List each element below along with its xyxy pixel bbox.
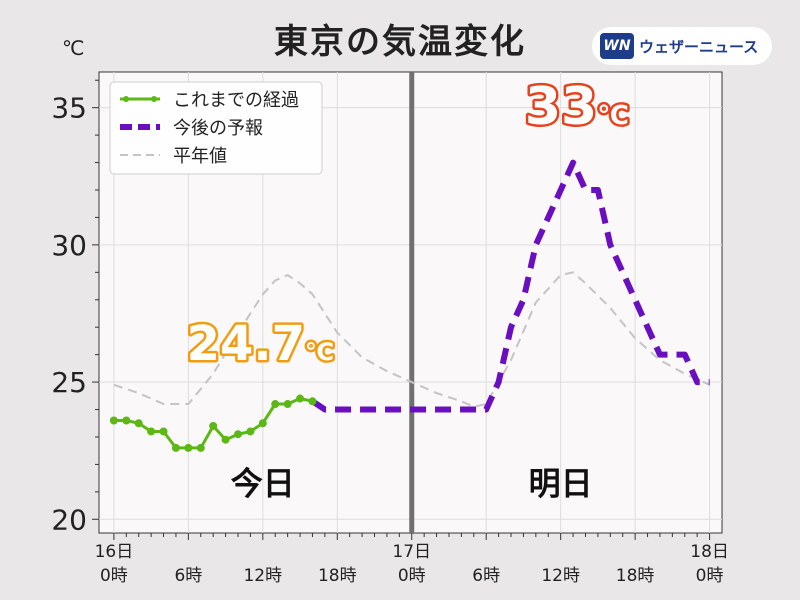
data-point-observed <box>308 397 317 406</box>
x-tick-label-hour: 12時 <box>541 566 580 586</box>
x-tick-label-date: 16日 <box>95 542 134 562</box>
x-tick-label-hour: 6時 <box>472 566 500 586</box>
weathernews-logo-mark: WN <box>600 33 634 59</box>
data-point-observed <box>134 419 143 428</box>
data-point-observed <box>122 416 131 425</box>
data-point-observed <box>283 400 292 409</box>
data-point-observed <box>184 443 193 452</box>
max-temperature-label: 33℃ <box>522 75 631 140</box>
data-point-observed <box>109 416 118 425</box>
x-tick-label-hour: 18時 <box>616 566 655 586</box>
data-point-observed <box>296 394 305 403</box>
series-line-dashed-thin <box>113 271 711 408</box>
day-label: 今日 <box>231 465 295 503</box>
data-point-observed <box>196 443 205 452</box>
x-tick-label-hour: 6時 <box>174 566 202 586</box>
annotation-number: 24.7 <box>187 316 305 372</box>
y-tick-label: 35 <box>51 92 87 125</box>
legend-label: これまでの経過 <box>173 90 299 111</box>
x-tick-label-date: 17日 <box>392 542 431 562</box>
annotation-text: 24.7℃ <box>187 316 335 372</box>
weathernews-logo: WN ウェザーニュース <box>592 27 772 65</box>
annotation-unit: ℃ <box>597 101 628 131</box>
weathernews-logo-text: ウェザーニュース <box>639 37 759 56</box>
x-tick-label-hour: 0時 <box>696 566 724 586</box>
legend-box <box>109 81 323 175</box>
x-tick-label-hour: 18時 <box>318 566 357 586</box>
y-tick-label: 30 <box>51 229 87 262</box>
legend-label: 平年値 <box>173 146 227 167</box>
annotation-unit: ℃ <box>305 338 334 366</box>
x-tick-label-date: 18日 <box>690 542 729 562</box>
x-tick-label-hour: 0時 <box>100 566 128 586</box>
day-label: 明日 <box>529 465 593 503</box>
y-tick-label: 20 <box>51 503 87 536</box>
legend-label: 今後の予報 <box>173 118 263 139</box>
y-axis-unit-label: ℃ <box>62 36 85 60</box>
legend-marker <box>151 96 157 102</box>
annotation-text: 33℃ <box>525 77 629 137</box>
y-tick-label: 25 <box>51 366 87 399</box>
legend-marker <box>123 96 129 102</box>
series-line-dashed-bold <box>310 159 710 413</box>
data-point-observed <box>209 421 218 430</box>
chart-title: 東京の気温変化 <box>274 22 526 62</box>
data-point-observed <box>147 427 156 436</box>
data-point-observed <box>171 443 180 452</box>
data-point-observed <box>271 400 280 409</box>
data-point-observed <box>221 435 230 444</box>
data-point-observed <box>258 419 267 428</box>
x-tick-label-hour: 12時 <box>243 566 282 586</box>
x-tick-label-hour: 0時 <box>398 566 426 586</box>
data-point-observed <box>233 430 242 439</box>
annotation-number: 33 <box>525 77 597 137</box>
min-temperature-label: 24.7℃ <box>184 314 337 375</box>
data-point-observed <box>246 427 255 436</box>
data-point-observed <box>159 427 168 436</box>
